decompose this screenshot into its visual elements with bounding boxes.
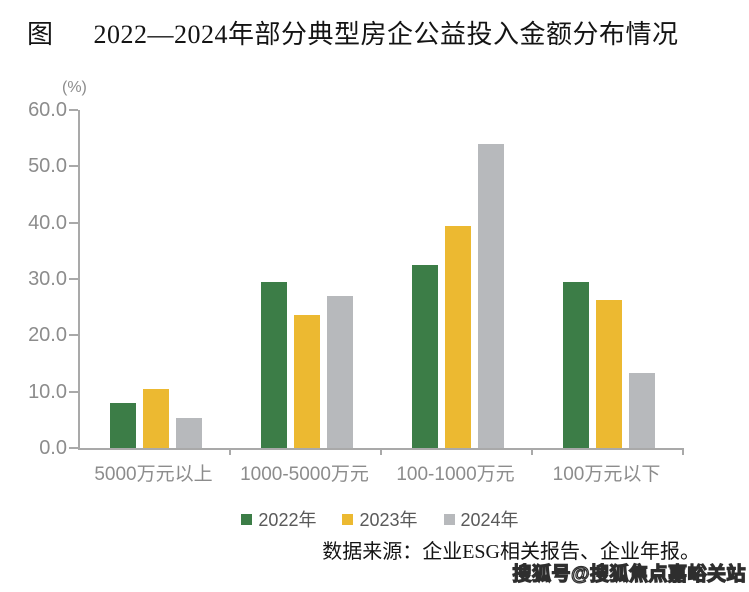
bar-2024年-100-1000万元 — [477, 143, 504, 448]
y-axis-tick — [69, 390, 78, 393]
y-axis-tick-label: 30.0 — [28, 268, 67, 290]
bar-2022年-100万元以下 — [562, 281, 589, 448]
bar-2022年-5000万元以上 — [109, 402, 136, 448]
x-axis-tick — [682, 448, 684, 455]
y-axis-tick-label: 10.0 — [28, 380, 67, 403]
chart-title: 图 2022—2024年部分典型房企公益投入金额分布情况 — [27, 14, 737, 51]
x-axis-tick — [531, 448, 533, 455]
y-axis-tick — [69, 334, 78, 337]
figure-label: 图 — [27, 20, 54, 49]
y-axis-tick — [69, 109, 78, 111]
y-axis-tick-label: 0.0 — [39, 437, 67, 459]
x-axis-category-label: 5000万元以上 — [94, 464, 213, 485]
bar-group-2 — [231, 110, 382, 448]
bar-group-4 — [533, 110, 684, 448]
x-axis-labels: 5000万元以上 1000-5000万元 100-1000万元 100万元以下 — [78, 459, 682, 486]
legend-item-2022年: 2022年 — [241, 506, 316, 532]
y-axis-tick-label: 50.0 — [28, 155, 67, 178]
bar-2022年-1000-5000万元 — [260, 281, 287, 448]
x-axis-category-label: 100-1000万元 — [396, 464, 515, 485]
legend-swatch-icon — [443, 513, 455, 525]
y-axis-tick-label: 40.0 — [28, 211, 67, 234]
y-axis-tick — [69, 221, 78, 224]
bar-2024年-5000万元以上 — [175, 417, 202, 448]
legend-swatch-icon — [342, 513, 354, 525]
legend: 2022年 2023年 2024年 — [78, 506, 682, 532]
legend-item-2023年: 2023年 — [342, 506, 418, 532]
bar-2024年-1000-5000万元 — [326, 295, 353, 448]
y-axis-tick — [69, 278, 78, 280]
legend-swatch-icon — [241, 513, 253, 525]
x-axis-tick — [229, 448, 231, 455]
watermark-text: 搜狐号@搜狐焦点嘉峪关站 — [512, 563, 746, 585]
chart-title-text: 2022—2024年部分典型房企公益投入金额分布情况 — [93, 20, 679, 49]
bar-2023年-1000-5000万元 — [293, 314, 320, 448]
y-axis-unit-label: (%) — [62, 79, 87, 96]
legend-item-label: 2023年 — [359, 510, 418, 530]
legend-item-label: 2022年 — [258, 510, 317, 530]
x-axis-category-label: 1000-5000万元 — [240, 464, 369, 485]
bar-group-1 — [80, 110, 231, 448]
data-source-note: 数据来源：企业ESG相关报告、企业年报。 — [322, 541, 700, 563]
y-axis-tick — [69, 165, 78, 168]
bar-2022年-100-1000万元 — [411, 265, 438, 448]
y-axis-tick-label: 60.0 — [28, 99, 67, 121]
bar-2024年-100万元以下 — [628, 372, 655, 448]
bar-group-3 — [382, 110, 533, 448]
bar-2023年-5000万元以上 — [142, 389, 169, 448]
y-axis-tick — [69, 447, 78, 449]
legend-item-label: 2024年 — [460, 510, 519, 530]
y-axis-tick-label: 20.0 — [28, 324, 67, 347]
legend-item-2024年: 2024年 — [443, 506, 519, 532]
plot-area: 0.0 10.0 20.0 30.0 40.0 50.0 60.0 — [28, 100, 684, 458]
bar-2023年-100万元以下 — [595, 300, 622, 448]
x-axis-tick — [380, 448, 382, 455]
x-axis-category-label: 100万元以下 — [552, 464, 661, 485]
bar-2023年-100-1000万元 — [444, 226, 471, 448]
